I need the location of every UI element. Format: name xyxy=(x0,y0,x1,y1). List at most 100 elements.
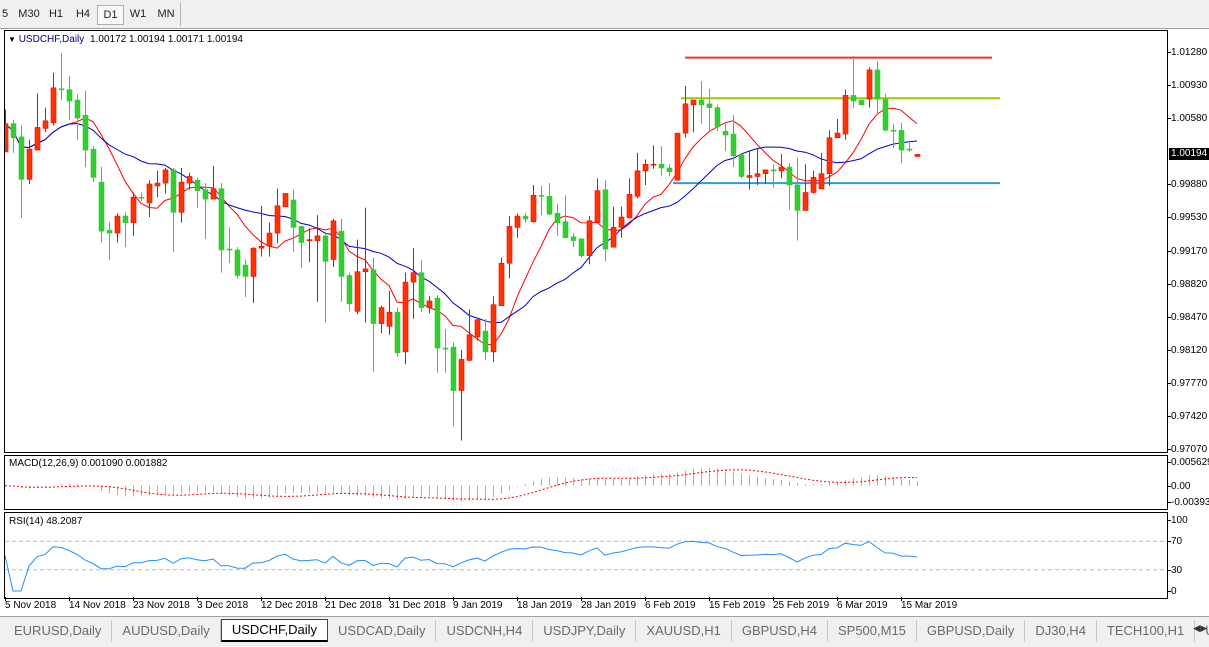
ma-fast-line xyxy=(5,107,918,346)
candle xyxy=(370,257,377,372)
chart-menu-triangle-icon[interactable]: ▼ xyxy=(8,35,16,44)
candle xyxy=(10,119,17,153)
candle xyxy=(5,109,9,153)
candle-body xyxy=(194,179,201,191)
tab-usdcnh-h4[interactable]: USDCNH,H4 xyxy=(436,620,534,642)
date-tick xyxy=(901,597,902,601)
tab-gbpusd-daily[interactable]: GBPUSD,Daily xyxy=(917,620,1026,642)
candle-body xyxy=(610,227,617,248)
candle-body xyxy=(66,89,73,102)
candle xyxy=(898,122,905,164)
tab-sp500-m15[interactable]: SP500,M15 xyxy=(828,620,917,642)
candle xyxy=(178,167,185,223)
candle xyxy=(338,218,345,302)
candle xyxy=(562,195,569,239)
candle-body xyxy=(42,120,49,129)
candle-body xyxy=(514,215,521,228)
timeframe-mn[interactable]: MN xyxy=(157,8,175,20)
date-tick xyxy=(197,597,198,601)
current-price-badge: 1.00194 xyxy=(1169,148,1209,160)
candle-body xyxy=(74,99,81,119)
candle-body xyxy=(242,264,249,277)
candle xyxy=(866,67,873,108)
macd-panel[interactable]: MACD(12,26,9) 0.001090 0.001882 xyxy=(4,455,1168,510)
candle xyxy=(690,99,697,133)
candle-body xyxy=(762,169,769,174)
tab-scroll-arrows-icon[interactable]: ◀▶ xyxy=(1193,623,1207,633)
date-tick xyxy=(453,597,454,601)
timeframe-m30[interactable]: M30 xyxy=(18,8,40,20)
candle-body xyxy=(730,133,737,157)
candle xyxy=(714,104,721,132)
timeframe-d1[interactable]: D1 xyxy=(97,5,124,25)
candle xyxy=(322,232,329,323)
tab-audusd-daily[interactable]: AUDUSD,Daily xyxy=(112,620,221,642)
date-tick xyxy=(517,597,518,601)
date-tick xyxy=(837,597,838,601)
candle xyxy=(114,213,121,243)
tab-usdchf-daily[interactable]: USDCHF,Daily xyxy=(220,619,329,642)
macd-title: MACD(12,26,9) 0.001090 0.001882 xyxy=(9,458,168,469)
candle xyxy=(586,216,593,265)
candle-body xyxy=(834,132,841,139)
candle-body xyxy=(458,359,465,391)
tab-tech100-h1[interactable]: TECH100,H1 xyxy=(1097,620,1196,642)
rsi-tick-label: 0 xyxy=(1171,586,1177,597)
candle-body xyxy=(754,173,761,177)
tab-xauusd-h1[interactable]: XAUUSD,H1 xyxy=(636,620,732,642)
candle xyxy=(730,115,737,168)
candle-body xyxy=(826,137,833,174)
candle-body xyxy=(562,221,569,239)
candle-body xyxy=(218,188,225,251)
tab-ukc[interactable]: UKC xyxy=(1195,620,1209,642)
candle-body xyxy=(706,103,713,108)
timeframe-h1[interactable]: H1 xyxy=(48,8,64,20)
date-tick xyxy=(5,597,6,601)
timeframe-h4[interactable]: H4 xyxy=(75,8,91,20)
timeframe-5[interactable]: 5 xyxy=(1,8,9,20)
candle xyxy=(818,152,825,190)
price-chart-panel[interactable]: ▼ USDCHF,Daily 1.00172 1.00194 1.00171 1… xyxy=(4,30,1168,453)
rsi-panel[interactable]: RSI(14) 48.2087 xyxy=(4,512,1168,599)
tab-usdjpy-daily[interactable]: USDJPY,Daily xyxy=(533,620,637,642)
macd-tick-label: 0.00 xyxy=(1171,481,1191,492)
candle-body xyxy=(282,193,289,207)
candle-body xyxy=(5,123,9,153)
candle xyxy=(354,239,361,315)
candle-body xyxy=(802,192,809,211)
candle-body xyxy=(154,182,161,187)
candle xyxy=(490,296,497,363)
tab-dj30-h4[interactable]: DJ30,H4 xyxy=(1025,620,1097,642)
tab-gbpusd-h4[interactable]: GBPUSD,H4 xyxy=(732,620,828,642)
candle-body xyxy=(210,188,217,200)
candle-body xyxy=(914,154,921,157)
candle-body xyxy=(34,127,41,151)
candle-body xyxy=(650,163,657,166)
date-label: 18 Jan 2019 xyxy=(517,600,573,611)
candle xyxy=(658,146,665,176)
date-tick xyxy=(581,597,582,601)
candle-body xyxy=(314,235,321,241)
date-label: 23 Nov 2018 xyxy=(133,600,190,611)
candle-body xyxy=(698,99,705,106)
candle xyxy=(538,185,545,216)
candle xyxy=(82,90,89,168)
candle-body xyxy=(906,148,913,151)
date-tick xyxy=(69,597,70,601)
candle xyxy=(234,247,241,279)
candle-body xyxy=(298,226,305,243)
tab-eurusd-daily[interactable]: EURUSD,Daily xyxy=(4,620,113,642)
tab-usdcad-daily[interactable]: USDCAD,Daily xyxy=(328,620,437,642)
candle-body xyxy=(578,238,585,256)
candle-body xyxy=(258,245,265,249)
price-tick-label: 0.97770 xyxy=(1171,378,1208,389)
candle xyxy=(522,213,529,223)
candle-body xyxy=(306,239,313,241)
candle xyxy=(506,216,513,279)
candle-body xyxy=(98,181,105,232)
date-label: 25 Feb 2019 xyxy=(773,600,830,611)
candle xyxy=(186,172,193,190)
timeframe-w1[interactable]: W1 xyxy=(129,8,147,20)
date-tick xyxy=(645,597,646,601)
candle xyxy=(18,125,25,218)
